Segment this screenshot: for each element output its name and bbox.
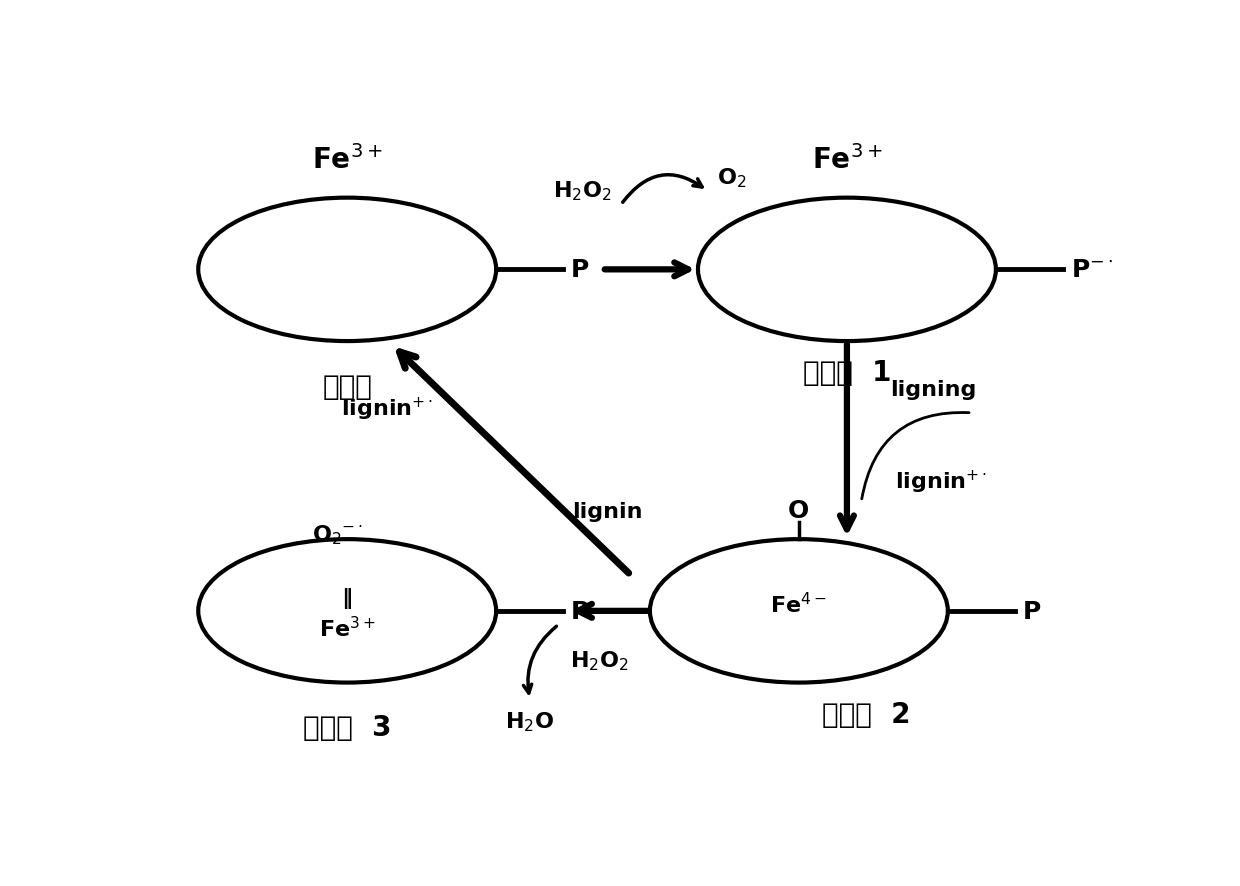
Text: lignin$^{+\cdot}$: lignin$^{+\cdot}$ — [341, 395, 433, 422]
Text: Fe$^{3+}$: Fe$^{3+}$ — [312, 144, 382, 175]
Text: lignin: lignin — [572, 501, 642, 522]
Text: H$_2$O$_2$: H$_2$O$_2$ — [570, 649, 629, 672]
Text: H$_2$O: H$_2$O — [505, 710, 554, 734]
Text: lignin$^{+\cdot}$: lignin$^{+\cdot}$ — [895, 468, 987, 495]
Text: 化合物  2: 化合物 2 — [822, 700, 910, 727]
Text: O$_2$$^{-\cdot}$: O$_2$$^{-\cdot}$ — [312, 523, 363, 547]
Text: O: O — [789, 499, 810, 523]
FancyArrowPatch shape — [523, 626, 557, 693]
Text: O$_2$: O$_2$ — [717, 166, 746, 190]
Text: P: P — [1023, 599, 1042, 623]
Text: 化合物  1: 化合物 1 — [802, 359, 892, 386]
Text: Fe$^{4-}$: Fe$^{4-}$ — [770, 592, 827, 617]
Text: 化合物  3: 化合物 3 — [303, 713, 392, 742]
FancyArrowPatch shape — [862, 413, 970, 500]
Text: ligning: ligning — [890, 380, 977, 400]
FancyArrowPatch shape — [622, 175, 702, 203]
Text: P: P — [572, 258, 589, 282]
Text: P$^{-\cdot}$: P$^{-\cdot}$ — [1071, 258, 1114, 282]
Text: Fe$^{3+}$: Fe$^{3+}$ — [812, 144, 882, 175]
Text: Fe$^{3+}$: Fe$^{3+}$ — [319, 616, 376, 641]
Text: P: P — [572, 599, 589, 623]
Text: 静止酶: 静止酶 — [322, 372, 372, 400]
Text: ‖: ‖ — [341, 587, 353, 608]
Text: H$_2$O$_2$: H$_2$O$_2$ — [553, 180, 613, 203]
